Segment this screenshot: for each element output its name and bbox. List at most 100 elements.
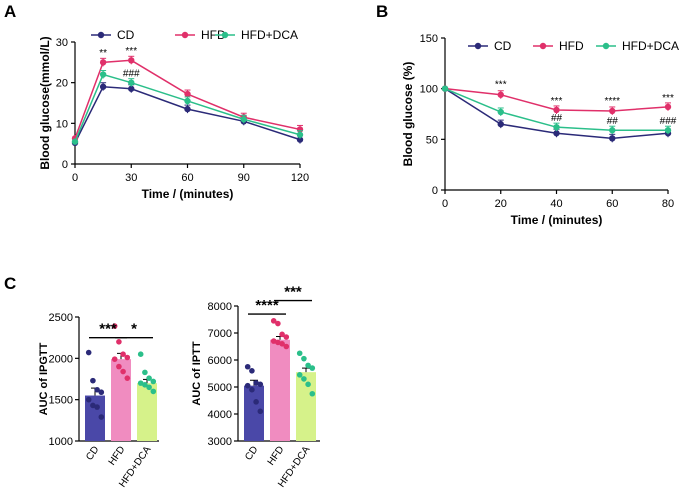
data-point <box>184 97 191 105</box>
individual-data-point <box>253 399 259 405</box>
individual-data-point <box>137 351 144 358</box>
data-point <box>240 116 247 123</box>
individual-data-point <box>90 377 96 384</box>
legend-swatch-dot <box>539 42 547 50</box>
individual-data-point <box>120 351 126 358</box>
panel-letter-c: C <box>4 274 16 293</box>
individual-data-point <box>279 341 285 347</box>
y-tick-label: 6000 <box>208 355 232 367</box>
y-tick-label: 2000 <box>49 353 73 365</box>
x-tick-label: 60 <box>606 198 618 210</box>
individual-data-point <box>85 396 92 403</box>
y-axis-title: Blood glucose (%) <box>401 62 415 167</box>
data-point <box>99 83 107 90</box>
significance-annotation: ** <box>99 48 107 59</box>
individual-data-point <box>305 381 311 388</box>
data-point <box>128 85 135 92</box>
individual-data-point <box>98 414 105 420</box>
chart-a-blood-glucose-mmol: 0 10 20 30 0 30 60 90 120 Time / (minutes) Blood g… <box>38 28 309 201</box>
series-line-hfd <box>74 59 301 139</box>
data-point <box>71 138 79 145</box>
individual-data-point <box>249 368 255 374</box>
data-point <box>128 79 135 86</box>
data-point <box>553 106 560 114</box>
bar-hfd-dca <box>137 383 157 441</box>
legend-label: HFD <box>559 39 584 53</box>
individual-data-point <box>111 323 118 329</box>
data-point <box>184 90 191 98</box>
bar-hfd-dca <box>296 372 316 441</box>
data-point <box>553 123 560 131</box>
individual-data-point <box>124 375 131 381</box>
individual-data-point <box>111 356 118 362</box>
category-label: CD <box>243 444 260 462</box>
significance-annotation: ## <box>607 116 619 127</box>
significance-label: *** <box>284 284 302 301</box>
individual-data-point <box>275 320 281 327</box>
x-tick-label: 40 <box>550 198 562 210</box>
data-point <box>497 120 504 128</box>
individual-data-point <box>120 368 126 375</box>
x-tick-label: 0 <box>72 172 78 184</box>
panel-letter-a: A <box>4 2 16 21</box>
chart-b-blood-glucose-percent: 0 50 100 150 0 20 40 60 80 Time / (minutes) Blood … <box>401 33 679 227</box>
significance-label: *** <box>99 321 117 338</box>
individual-data-point <box>142 369 148 376</box>
x-axis-title: Time / (minutes) <box>511 213 603 227</box>
x-axis-title: Time / (minutes) <box>142 187 234 201</box>
significance-annotation: ### <box>660 116 677 127</box>
chart-c-auc-iptt: 3000 4000 5000 6000 7000 8000 AUC of IPTT CD HFD… <box>191 284 320 488</box>
x-tick-label: 30 <box>125 172 137 184</box>
individual-data-point <box>275 339 281 346</box>
legend-label: CD <box>494 39 512 53</box>
series-line-cd <box>74 85 301 144</box>
y-tick-label: 5000 <box>208 382 232 394</box>
x-tick-label: 0 <box>442 198 448 210</box>
y-axis-title: AUC of IPGTT <box>38 342 50 415</box>
legend-swatch-dot <box>602 42 610 50</box>
y-tick-label: 0 <box>432 185 438 197</box>
x-tick-label: 20 <box>495 198 507 210</box>
legend-label: HFD+DCA <box>622 39 679 53</box>
data-point <box>99 71 107 78</box>
individual-data-point <box>253 380 259 386</box>
data-point <box>609 127 616 134</box>
category-label: HFD <box>266 444 287 467</box>
y-tick-label: 3000 <box>208 436 232 448</box>
data-point <box>609 107 616 115</box>
significance-annotation: *** <box>125 46 137 57</box>
y-tick-label: 1500 <box>49 395 73 407</box>
x-tick-label: 90 <box>238 172 250 184</box>
individual-data-point <box>257 381 264 388</box>
individual-data-point <box>279 331 285 338</box>
data-point <box>184 105 191 113</box>
bar-cd <box>244 385 264 441</box>
data-point <box>497 91 504 98</box>
bar-cd <box>85 395 105 441</box>
x-tick-label: 80 <box>662 198 674 210</box>
data-point <box>441 85 449 92</box>
y-tick-label: 100 <box>420 84 438 96</box>
y-tick-label: 20 <box>56 78 68 90</box>
data-point <box>128 57 135 64</box>
category-label: HFD <box>107 444 128 467</box>
significance-annotation: *** <box>495 80 507 91</box>
individual-data-point <box>116 339 122 345</box>
y-tick-label: 150 <box>420 33 438 45</box>
significance-annotation: *** <box>662 93 674 104</box>
data-point <box>609 135 616 142</box>
individual-data-point <box>150 378 157 385</box>
individual-data-point <box>301 376 307 382</box>
y-tick-label: 50 <box>426 134 438 146</box>
individual-data-point <box>146 375 152 381</box>
individual-data-point <box>305 362 311 369</box>
y-tick-label: 4000 <box>208 409 232 421</box>
individual-data-point <box>283 343 290 350</box>
panel-letter-b: B <box>376 2 388 21</box>
individual-data-point <box>244 382 251 389</box>
y-axis-title: AUC of IPTT <box>191 341 203 405</box>
category-label: CD <box>84 444 101 462</box>
legend-swatch-dot <box>221 31 229 39</box>
significance-label: * <box>131 321 137 338</box>
